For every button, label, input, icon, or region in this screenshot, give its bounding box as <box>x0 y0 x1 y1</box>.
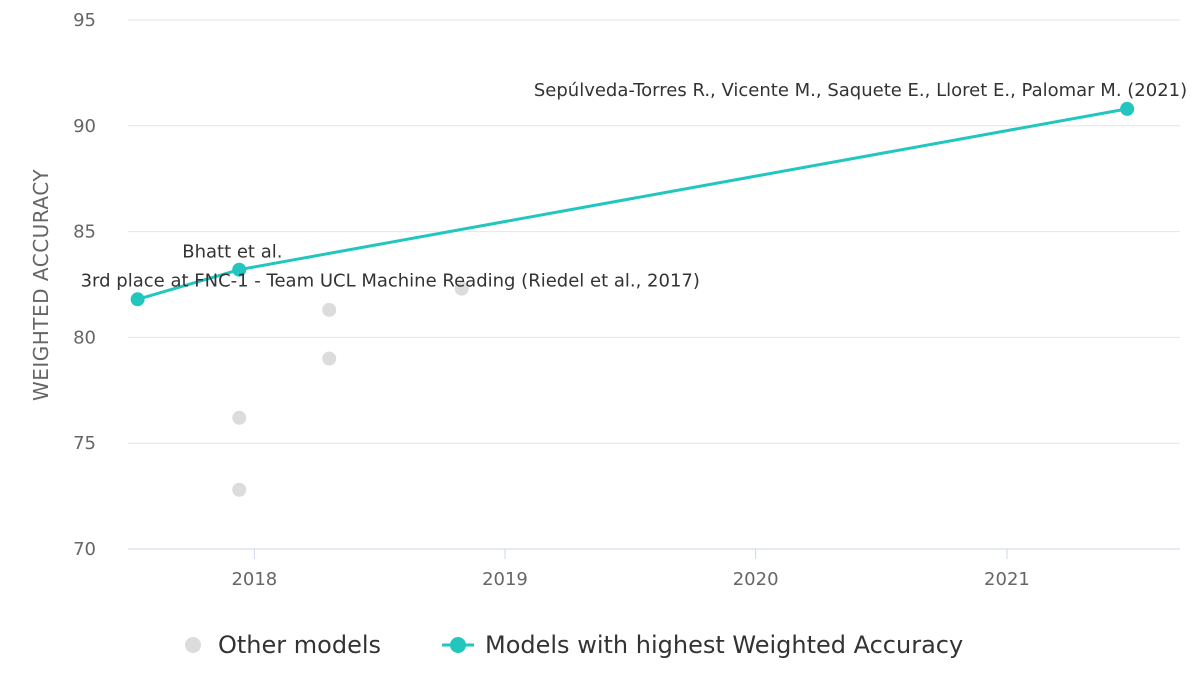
y-tick-label: 70 <box>73 539 96 560</box>
other-model-point[interactable] <box>322 302 337 317</box>
y-tick-label: 90 <box>73 116 96 137</box>
point-annotation: 3rd place at FNC-1 - Team UCL Machine Re… <box>81 270 700 291</box>
point-annotation: Bhatt et al. <box>182 242 282 263</box>
grid-lines <box>128 19 1180 444</box>
other-model-point[interactable] <box>322 351 337 366</box>
y-axis: WEIGHTED ACCURACY 70 75 80 85 90 95 <box>29 10 96 560</box>
best-model-point[interactable] <box>130 292 145 307</box>
x-tick-label: 2020 <box>733 569 779 590</box>
y-tick-label: 85 <box>73 222 96 243</box>
legend: Other models Models with highest Weighted… <box>185 631 963 659</box>
x-tick-label: 2019 <box>482 569 528 590</box>
y-tick-label: 75 <box>73 433 96 454</box>
data-points <box>130 101 1135 497</box>
legend-best-marker[interactable] <box>450 637 466 653</box>
y-axis-title: WEIGHTED ACCURACY <box>29 169 53 401</box>
other-model-point[interactable] <box>232 410 247 425</box>
x-axis: 2018 2019 2020 2021 <box>128 548 1180 590</box>
x-tick-label: 2021 <box>984 569 1030 590</box>
best-model-point[interactable] <box>1120 101 1135 116</box>
point-annotation: Sepúlveda-Torres R., Vicente M., Saquete… <box>534 80 1187 101</box>
annotations: 3rd place at FNC-1 - Team UCL Machine Re… <box>81 80 1188 291</box>
other-model-point[interactable] <box>454 281 469 296</box>
other-model-point[interactable] <box>232 482 247 497</box>
y-tick-label: 95 <box>73 10 96 31</box>
legend-best-label[interactable]: Models with highest Weighted Accuracy <box>485 631 963 659</box>
y-tick-label: 80 <box>73 327 96 348</box>
best-model-point[interactable] <box>232 262 247 277</box>
legend-other-label[interactable]: Other models <box>218 631 381 659</box>
legend-other-marker[interactable] <box>185 637 201 653</box>
x-tick-label: 2018 <box>231 569 277 590</box>
